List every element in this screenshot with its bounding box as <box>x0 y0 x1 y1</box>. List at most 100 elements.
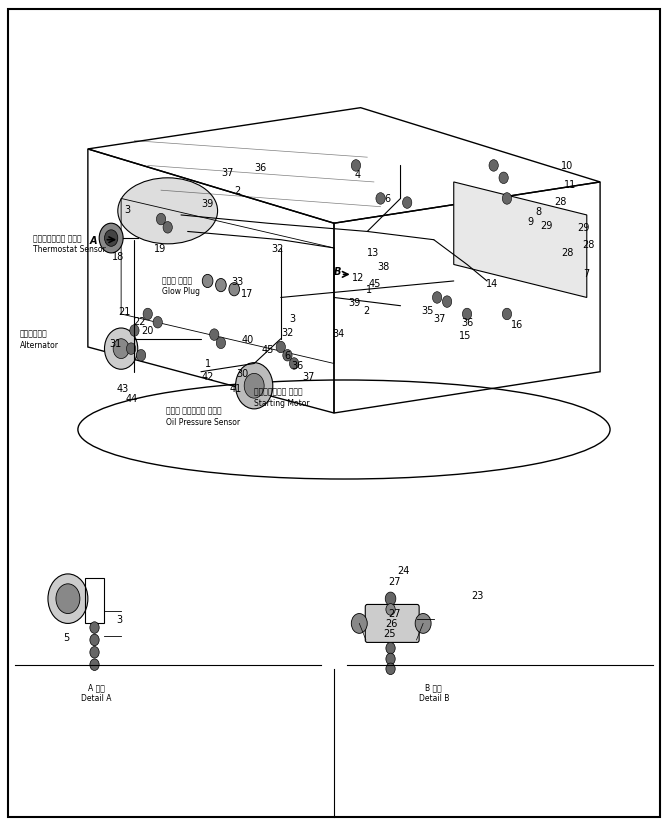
Text: 20: 20 <box>142 326 154 336</box>
Text: 35: 35 <box>421 305 434 315</box>
Text: サーモスタット センサ
Thermostat Sensor: サーモスタット センサ Thermostat Sensor <box>33 234 106 254</box>
Circle shape <box>90 659 99 671</box>
Text: 29: 29 <box>540 221 553 231</box>
Text: 3: 3 <box>125 205 131 215</box>
Text: 10: 10 <box>560 161 573 171</box>
Text: 24: 24 <box>397 565 409 575</box>
Text: 36: 36 <box>255 163 267 173</box>
Text: 6: 6 <box>384 194 390 204</box>
Text: 23: 23 <box>471 590 483 600</box>
Text: 17: 17 <box>241 289 254 299</box>
Circle shape <box>385 592 396 605</box>
Circle shape <box>351 614 367 633</box>
Circle shape <box>432 292 442 304</box>
Circle shape <box>386 663 395 675</box>
Text: 2: 2 <box>234 186 240 196</box>
Text: 14: 14 <box>486 279 498 289</box>
Circle shape <box>489 160 498 172</box>
Circle shape <box>351 160 361 172</box>
Circle shape <box>113 339 129 359</box>
FancyBboxPatch shape <box>365 605 419 643</box>
Circle shape <box>442 296 452 308</box>
Text: グロー プラグ
Glow Plug: グロー プラグ Glow Plug <box>162 275 200 296</box>
Circle shape <box>90 634 99 646</box>
Text: B: B <box>333 267 341 277</box>
Circle shape <box>244 374 264 399</box>
Circle shape <box>90 647 99 658</box>
Text: スターティング モータ
Starting Motor: スターティング モータ Starting Motor <box>254 387 310 407</box>
Text: 25: 25 <box>383 629 395 638</box>
Text: 15: 15 <box>459 330 471 340</box>
Text: 18: 18 <box>112 252 124 262</box>
Text: 33: 33 <box>231 276 244 287</box>
Polygon shape <box>454 183 587 298</box>
Circle shape <box>403 198 412 209</box>
Text: A 詳細
Detail A: A 詳細 Detail A <box>81 682 112 702</box>
Circle shape <box>210 329 219 341</box>
Circle shape <box>130 325 139 337</box>
Text: 28: 28 <box>561 248 574 258</box>
Text: 2: 2 <box>363 305 369 315</box>
Text: 26: 26 <box>385 618 398 628</box>
Text: 12: 12 <box>352 273 364 283</box>
Text: 45: 45 <box>369 279 381 289</box>
Text: 5: 5 <box>63 633 69 643</box>
Text: 45: 45 <box>261 344 274 354</box>
Circle shape <box>229 284 240 296</box>
Circle shape <box>153 317 162 328</box>
Circle shape <box>376 194 385 205</box>
Circle shape <box>236 363 273 409</box>
Circle shape <box>156 214 166 226</box>
Text: B 詳細
Detail B: B 詳細 Detail B <box>419 682 449 702</box>
Text: 31: 31 <box>110 338 122 348</box>
Text: 39: 39 <box>348 297 360 307</box>
Circle shape <box>143 308 152 320</box>
Text: 37: 37 <box>221 168 234 178</box>
Circle shape <box>104 328 138 370</box>
Circle shape <box>502 308 512 320</box>
Circle shape <box>415 614 431 633</box>
Circle shape <box>56 584 80 614</box>
Text: 38: 38 <box>377 262 389 272</box>
Circle shape <box>386 643 395 654</box>
Text: 21: 21 <box>118 307 131 317</box>
Text: 32: 32 <box>271 244 284 254</box>
Circle shape <box>136 350 146 361</box>
Text: 19: 19 <box>154 244 166 254</box>
Ellipse shape <box>118 179 218 245</box>
Circle shape <box>48 574 88 624</box>
Text: 42: 42 <box>202 371 214 381</box>
Circle shape <box>289 358 299 370</box>
Text: 40: 40 <box>241 334 254 344</box>
Circle shape <box>216 337 226 349</box>
Text: 7: 7 <box>584 269 590 279</box>
Text: オイル プレッシャ センサ
Oil Pressure Sensor: オイル プレッシャ センサ Oil Pressure Sensor <box>166 406 240 426</box>
Text: A: A <box>90 236 97 246</box>
Circle shape <box>502 194 512 205</box>
Text: 11: 11 <box>564 180 576 190</box>
Text: 4: 4 <box>354 170 360 179</box>
Text: 3: 3 <box>117 614 123 624</box>
Circle shape <box>216 280 226 292</box>
Text: 9: 9 <box>528 217 534 227</box>
Text: 34: 34 <box>332 328 344 338</box>
Circle shape <box>386 604 395 615</box>
Text: 44: 44 <box>126 394 138 404</box>
Circle shape <box>462 308 472 320</box>
Circle shape <box>104 231 118 247</box>
Text: 16: 16 <box>511 319 523 329</box>
Text: 27: 27 <box>388 576 401 586</box>
Circle shape <box>276 342 285 353</box>
Circle shape <box>202 275 213 289</box>
Text: 22: 22 <box>134 316 146 326</box>
Text: 13: 13 <box>367 248 379 258</box>
Text: 36: 36 <box>291 361 303 370</box>
Text: 37: 37 <box>303 371 315 381</box>
Text: 43: 43 <box>117 384 129 394</box>
Text: 28: 28 <box>554 197 566 207</box>
Text: 30: 30 <box>236 369 248 379</box>
Circle shape <box>283 350 292 361</box>
Text: 3: 3 <box>290 313 296 323</box>
Text: 41: 41 <box>229 384 242 394</box>
Text: 27: 27 <box>388 608 401 618</box>
